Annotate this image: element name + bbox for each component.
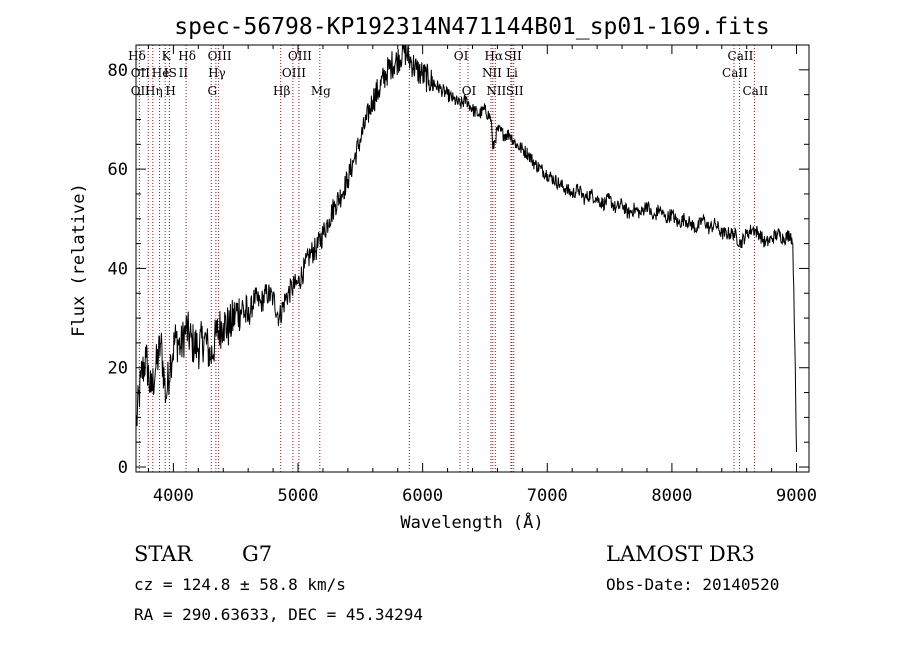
line-label: G (207, 84, 217, 98)
line-label: OI (462, 84, 477, 98)
x-axis-label: Wavelength (Å) (400, 511, 543, 533)
spectrum-line (135, 44, 797, 453)
x-tick-label: 7000 (527, 486, 568, 506)
line-label: Hδ (128, 49, 146, 63)
line-label: CaII (742, 84, 768, 98)
coordinates: RA = 290.63633, DEC = 45.34294 (134, 605, 423, 624)
redshift-velocity: cz = 124.8 ± 58.8 km/s (134, 575, 346, 594)
x-tick-label: 8000 (651, 486, 692, 506)
line-label: Hγ (208, 66, 226, 80)
chart-title: spec-56798-KP192314N471144B01_sp01-169.f… (174, 14, 769, 40)
y-tick-label: 60 (108, 160, 128, 180)
y-tick-label: 0 (118, 458, 128, 478)
line-label: OIII (282, 66, 306, 80)
line-label: Hβ (273, 84, 290, 98)
line-label: OII (131, 66, 151, 80)
line-label: OI (454, 49, 469, 63)
line-label: Hδ (178, 49, 196, 63)
line-label: Hη (145, 84, 163, 98)
line-label: OIII (208, 49, 232, 63)
line-label: H (165, 84, 175, 98)
spectral-line-markers (138, 45, 755, 472)
line-label: IS (164, 66, 177, 80)
observation-date: Obs-Date: 20140520 (606, 575, 779, 594)
line-label: K (162, 49, 172, 63)
line-label: NII (482, 66, 502, 80)
line-label: He (152, 66, 170, 80)
line-label: Hα (485, 49, 504, 63)
line-label: Mg (311, 84, 331, 98)
survey-name: LAMOST DR3 (606, 542, 755, 566)
line-label: Li (506, 66, 518, 80)
object-class: STAR (134, 542, 193, 566)
line-label: NII (486, 84, 506, 98)
x-axis: 4000 5000 6000 7000 8000 9000 (147, 45, 817, 506)
line-label: OIII (288, 49, 312, 63)
line-label: CaII (728, 49, 754, 63)
line-label: CaII (722, 66, 748, 80)
y-axis: 0 20 40 60 80 (108, 61, 809, 478)
line-label: SII (506, 84, 524, 98)
object-subclass: G7 (242, 542, 272, 566)
x-tick-label: 4000 (153, 486, 194, 506)
y-tick-label: 20 (108, 359, 128, 379)
line-label: SII (504, 49, 522, 63)
line-label: II (179, 66, 189, 80)
y-tick-label: 80 (108, 61, 128, 81)
x-tick-label: 5000 (278, 486, 319, 506)
x-tick-label: 6000 (402, 486, 443, 506)
x-tick-label: 9000 (776, 486, 817, 506)
y-axis-label: Flux (relative) (69, 183, 89, 337)
y-tick-label: 40 (108, 259, 128, 279)
